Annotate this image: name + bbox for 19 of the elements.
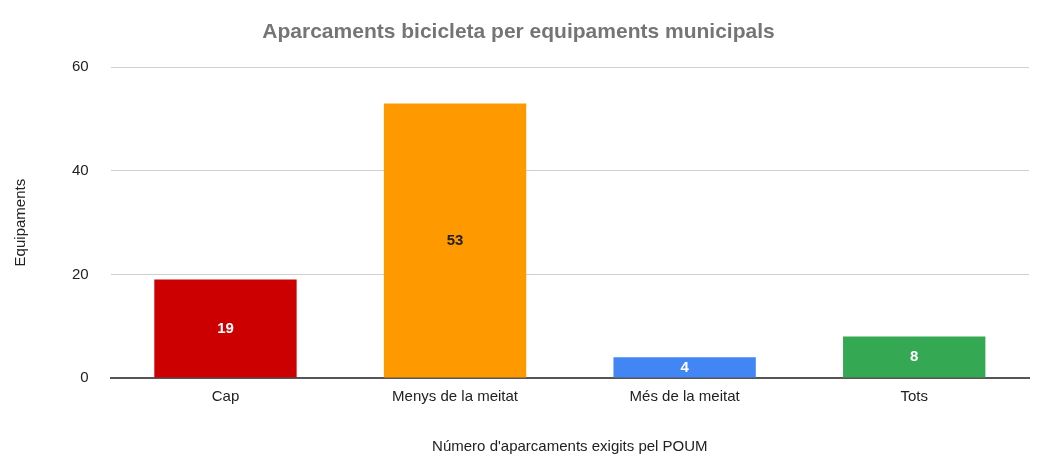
- y-tick-label: 60: [72, 57, 89, 75]
- x-tick-label: Cap: [211, 387, 240, 405]
- y-tick-label: 0: [80, 368, 89, 386]
- data-label: 8: [910, 347, 919, 365]
- data-label: 53: [446, 230, 464, 248]
- bar: [613, 357, 756, 378]
- x-tick-label: Tots: [900, 387, 928, 405]
- y-tick-label: 20: [72, 264, 89, 282]
- bar: [843, 336, 986, 378]
- data-label: 19: [217, 318, 234, 336]
- chart-title: Aparcaments bicicleta per equipaments municipals: [262, 19, 775, 43]
- y-tick-label: 40: [72, 160, 89, 178]
- bar: [383, 103, 527, 378]
- bar: [154, 279, 297, 378]
- y-axis-title: Equipaments: [11, 178, 29, 267]
- data-label: 4: [680, 357, 690, 375]
- x-tick-label: Menys de la meitat: [392, 387, 519, 405]
- x-tick-label: Més de la meitat: [629, 387, 741, 405]
- x-axis-title: Número d'aparcaments exigits pel POUM: [432, 437, 708, 455]
